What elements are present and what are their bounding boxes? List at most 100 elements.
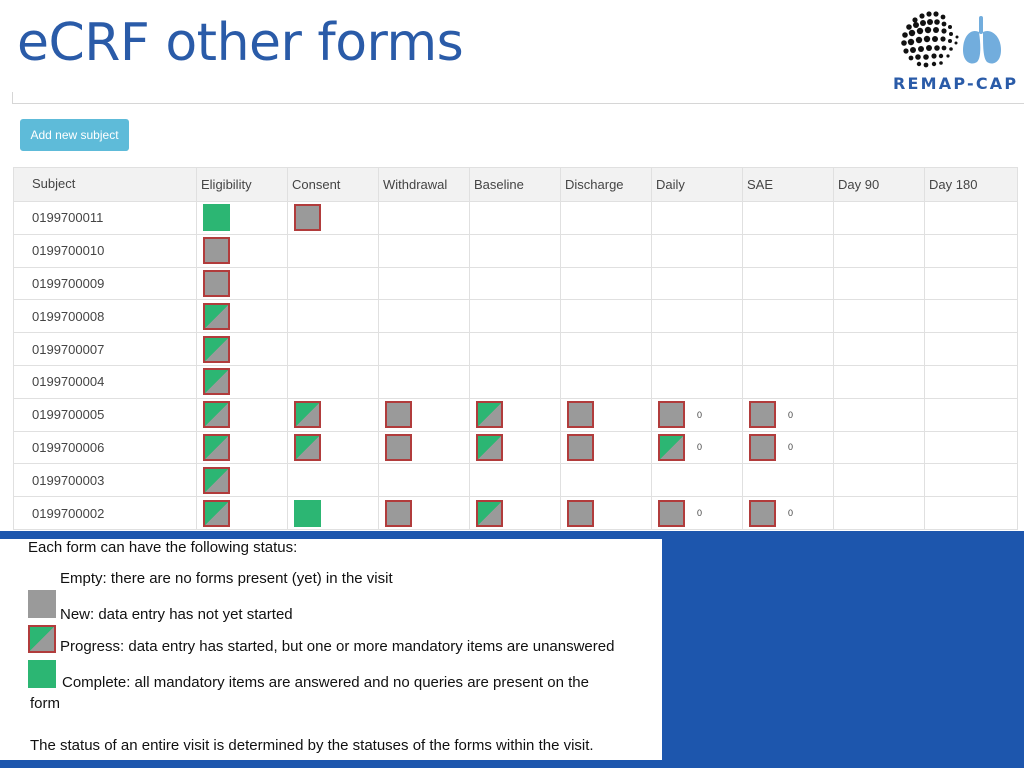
form-cell[interactable]	[196, 299, 288, 334]
subject-id[interactable]: 0199700008	[13, 299, 197, 334]
form-status-progress-icon[interactable]	[476, 433, 503, 461]
form-status-new-icon[interactable]	[385, 401, 412, 429]
table-row: 0199700007	[13, 332, 1018, 366]
form-status-new-icon[interactable]	[567, 433, 594, 461]
legend-intro: Each form can have the following status:	[28, 539, 298, 556]
form-cell	[560, 364, 652, 399]
form-status-new-icon[interactable]	[749, 499, 776, 527]
slide-title: eCRF other forms	[17, 13, 464, 73]
column-header-sae: SAE	[742, 167, 834, 202]
form-status-progress-icon[interactable]	[203, 302, 230, 330]
form-cell	[924, 496, 1018, 530]
form-cell	[560, 299, 652, 334]
form-status-new-icon[interactable]	[749, 401, 776, 429]
form-cell[interactable]: 0	[651, 397, 743, 432]
table-row: 0199700005 0 0	[13, 397, 1018, 432]
form-status-progress-icon[interactable]	[203, 433, 230, 461]
form-cell[interactable]	[469, 430, 561, 465]
form-status-new-icon[interactable]	[385, 499, 412, 527]
form-cell[interactable]	[378, 397, 470, 432]
form-cell[interactable]	[196, 430, 288, 465]
form-cell[interactable]	[469, 397, 561, 432]
form-status-progress-icon[interactable]	[203, 368, 230, 396]
form-cell[interactable]	[287, 496, 379, 530]
subject-id[interactable]: 0199700009	[13, 266, 197, 301]
form-cell[interactable]	[287, 397, 379, 432]
form-cell	[651, 463, 743, 498]
form-cell	[742, 463, 834, 498]
form-cell[interactable]	[378, 496, 470, 530]
form-status-new-icon[interactable]	[203, 237, 230, 265]
form-status-complete-icon[interactable]	[203, 204, 230, 232]
form-status-new-icon[interactable]	[567, 499, 594, 527]
form-status-new-icon[interactable]	[567, 401, 594, 429]
form-cell	[924, 299, 1018, 334]
form-status-progress-icon[interactable]	[294, 433, 321, 461]
form-cell[interactable]	[196, 496, 288, 530]
form-cell[interactable]: 0	[742, 430, 834, 465]
form-status-progress-icon[interactable]	[476, 499, 503, 527]
form-cell	[378, 299, 470, 334]
form-cell[interactable]	[196, 332, 288, 366]
form-cell[interactable]	[378, 430, 470, 465]
form-cell	[651, 299, 743, 334]
legend-complete-swatch	[28, 660, 56, 688]
form-status-progress-icon[interactable]	[294, 401, 321, 429]
form-status-progress-icon[interactable]	[203, 466, 230, 494]
form-cell[interactable]	[560, 430, 652, 465]
form-status-progress-icon[interactable]	[203, 401, 230, 429]
form-cell	[742, 332, 834, 366]
page-frame-divider	[12, 92, 1024, 104]
form-cell[interactable]	[196, 397, 288, 432]
subject-id[interactable]: 0199700003	[13, 463, 197, 498]
form-cell[interactable]: 0	[651, 430, 743, 465]
subject-id[interactable]: 0199700010	[13, 233, 197, 268]
subject-id[interactable]: 0199700004	[13, 364, 197, 399]
form-status-new-icon[interactable]	[294, 204, 321, 232]
subject-id[interactable]: 0199700006	[13, 430, 197, 465]
form-status-complete-icon[interactable]	[294, 499, 321, 527]
form-cell[interactable]	[196, 463, 288, 498]
form-cell[interactable]: 0	[742, 496, 834, 530]
form-cell[interactable]: 0	[742, 397, 834, 432]
form-cell	[287, 266, 379, 301]
form-cell[interactable]	[560, 397, 652, 432]
form-status-new-icon[interactable]	[749, 433, 776, 461]
form-cell[interactable]	[196, 201, 288, 235]
subject-id[interactable]: 0199700011	[13, 201, 197, 235]
form-cell	[833, 430, 925, 465]
form-cell	[924, 332, 1018, 366]
form-cell[interactable]: 0	[651, 496, 743, 530]
status-legend: Each form can have the following status:…	[0, 539, 662, 760]
form-cell[interactable]	[196, 266, 288, 301]
form-cell	[833, 397, 925, 432]
subject-id[interactable]: 0199700005	[13, 397, 197, 432]
form-cell[interactable]	[469, 496, 561, 530]
form-cell	[287, 332, 379, 366]
add-new-subject-button[interactable]: Add new subject	[20, 119, 129, 151]
form-cell[interactable]	[287, 430, 379, 465]
form-status-progress-icon[interactable]	[476, 401, 503, 429]
form-status-progress-icon[interactable]	[203, 335, 230, 363]
form-cell	[833, 299, 925, 334]
form-status-new-icon[interactable]	[385, 433, 412, 461]
column-header-subject: Subject	[13, 167, 197, 202]
form-cell[interactable]	[196, 233, 288, 268]
column-header-eligibility: Eligibility	[196, 167, 288, 202]
form-status-new-icon[interactable]	[203, 269, 230, 297]
form-cell	[469, 463, 561, 498]
subject-id[interactable]: 0199700002	[13, 496, 197, 530]
table-row: 0199700010	[13, 233, 1018, 268]
form-status-progress-icon[interactable]	[203, 499, 230, 527]
form-cell[interactable]	[287, 201, 379, 235]
form-status-new-icon[interactable]	[658, 401, 685, 429]
form-cell[interactable]	[560, 496, 652, 530]
table-header-row: Subject Eligibility Consent Withdrawal Basel…	[13, 167, 1018, 202]
form-status-new-icon[interactable]	[658, 499, 685, 527]
form-cell	[469, 299, 561, 334]
form-cell	[469, 233, 561, 268]
form-cell	[742, 266, 834, 301]
form-cell[interactable]	[196, 364, 288, 399]
subject-id[interactable]: 0199700007	[13, 332, 197, 366]
form-status-progress-icon[interactable]	[658, 433, 685, 461]
